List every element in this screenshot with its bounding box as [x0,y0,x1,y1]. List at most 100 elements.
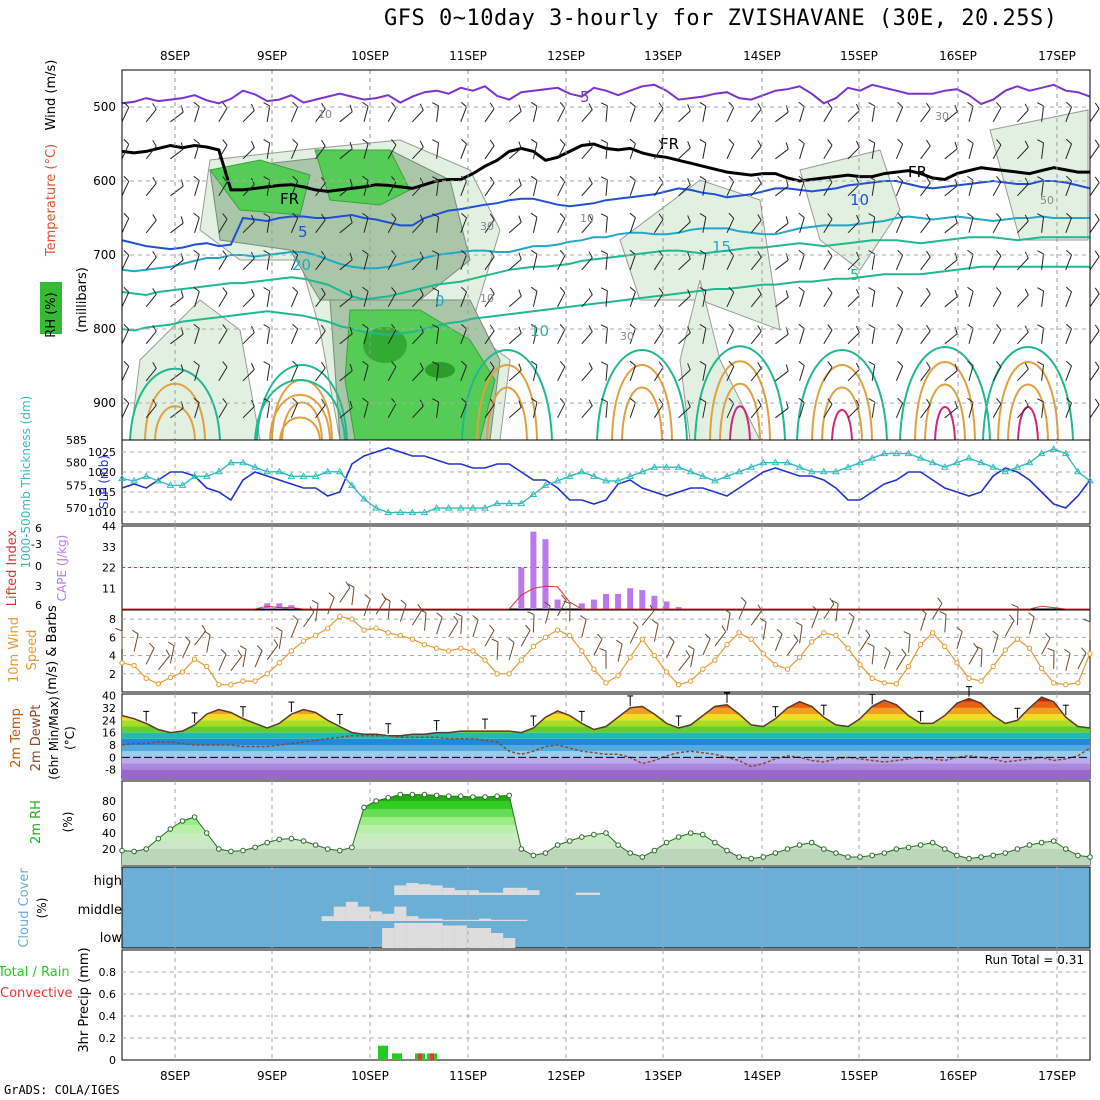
barb-shaft [629,402,636,418]
contour-label-13: 50 [1040,194,1054,207]
barb-flag [699,101,707,107]
barb-shaft [194,291,200,307]
cloud-low-bar [454,925,467,948]
barb-shaft [387,600,391,619]
upper-wind-barb [263,287,271,307]
barb-shaft [436,142,440,159]
thickness-marker [239,458,247,466]
barb-flag [432,176,439,181]
x-tick-bottom-9: 17SEP [1038,1069,1076,1083]
wind-speed-marker [1063,682,1069,688]
barb-flag [1065,397,1072,404]
barb-flag [489,624,495,631]
x-tick-top-4: 12SEP [547,49,585,63]
upper-wind-barb [775,290,789,308]
thickness-marker [819,467,828,475]
barb-shaft [339,111,353,123]
barb-flag [263,361,270,366]
barb-flag [967,138,974,144]
temp-band-6 [122,732,1090,739]
upper-wind-barb [895,286,904,307]
barb-flag [759,618,767,623]
isotherm-35-8 [1007,383,1049,441]
rh-marker [639,854,646,860]
upper-wind-barb [895,101,904,122]
barb-flag [855,325,860,333]
wind-speed-marker [591,666,597,672]
barb-flag [201,624,207,632]
barb-shaft [775,370,789,382]
precip-total-bar [378,1045,388,1060]
barb-flag [939,611,947,615]
barb-shaft [194,630,207,646]
upper-wind-barb [1037,139,1045,159]
upper-wind-barb [699,360,707,381]
cape-bar [542,539,549,609]
barb-shaft [1041,105,1045,122]
wind-speed-marker [651,652,658,659]
barb-shaft [242,184,255,197]
barb-shaft [170,259,184,271]
rh-marker [1014,846,1021,852]
barb-flag [996,287,1002,294]
wind-speed-marker [954,660,960,666]
rh-marker [1050,838,1057,844]
barb-flag [827,324,833,331]
barb-shaft [133,633,139,652]
thickness-tick-2: 575 [66,479,87,492]
barb-flag [489,324,495,331]
barb-shaft [1089,108,1100,123]
upper-wind-barb [290,212,299,233]
thickness-marker [565,472,574,479]
isotherm-30-2 [269,394,331,441]
wind-speed-marker [736,630,742,636]
rh-marker [845,854,851,860]
thickness-marker [396,508,405,516]
upper-wind-barb [121,360,130,382]
upper-wind-barb [895,212,904,233]
barb-flag [432,287,439,292]
barb-shaft [653,404,664,419]
rh-marker [700,831,706,838]
barb-shaft [339,148,353,160]
thickness-marker [202,472,211,479]
barb-shaft [194,365,200,381]
barb-shaft [775,259,789,271]
barb-shaft [557,255,566,271]
barb-shaft [1089,367,1100,382]
cloud-middle-bar [394,906,407,921]
barb-shaft [895,365,904,381]
barb-shaft [775,222,789,234]
rh-bands [122,794,1090,865]
barb-shaft [412,405,424,419]
barb-flag [996,213,1002,220]
dewpoint-line [121,734,1091,768]
barb-shaft [944,614,947,633]
barb-shaft [1029,616,1035,635]
barb-shaft [908,634,911,653]
barb-shaft [532,106,538,122]
upper-wind-barb [557,287,566,308]
barb-shaft [145,257,157,271]
upper-wind-barb [1017,214,1029,234]
barb-flag [629,286,636,293]
barb-flag [193,175,200,181]
contour-label-8: 20 [292,256,311,274]
barb-shaft [484,182,495,197]
rh-marker [1038,839,1045,846]
cloud-middle-bar [418,918,431,921]
barb-shaft [315,404,326,419]
surface-wind-barb [491,638,499,660]
upper-wind-barb [145,177,157,197]
barb-flag [311,599,319,605]
upper-wind-barb [750,325,762,345]
upper-wind-barb [750,140,762,160]
upper-wind-barb [1037,250,1045,270]
surface-wind-barb [859,629,871,651]
barb-shaft [762,621,767,640]
barb-flag [460,212,467,219]
thickness-marker [505,499,514,507]
contour-label-14: 30 [480,220,494,233]
cloud-high-bar [587,892,600,895]
